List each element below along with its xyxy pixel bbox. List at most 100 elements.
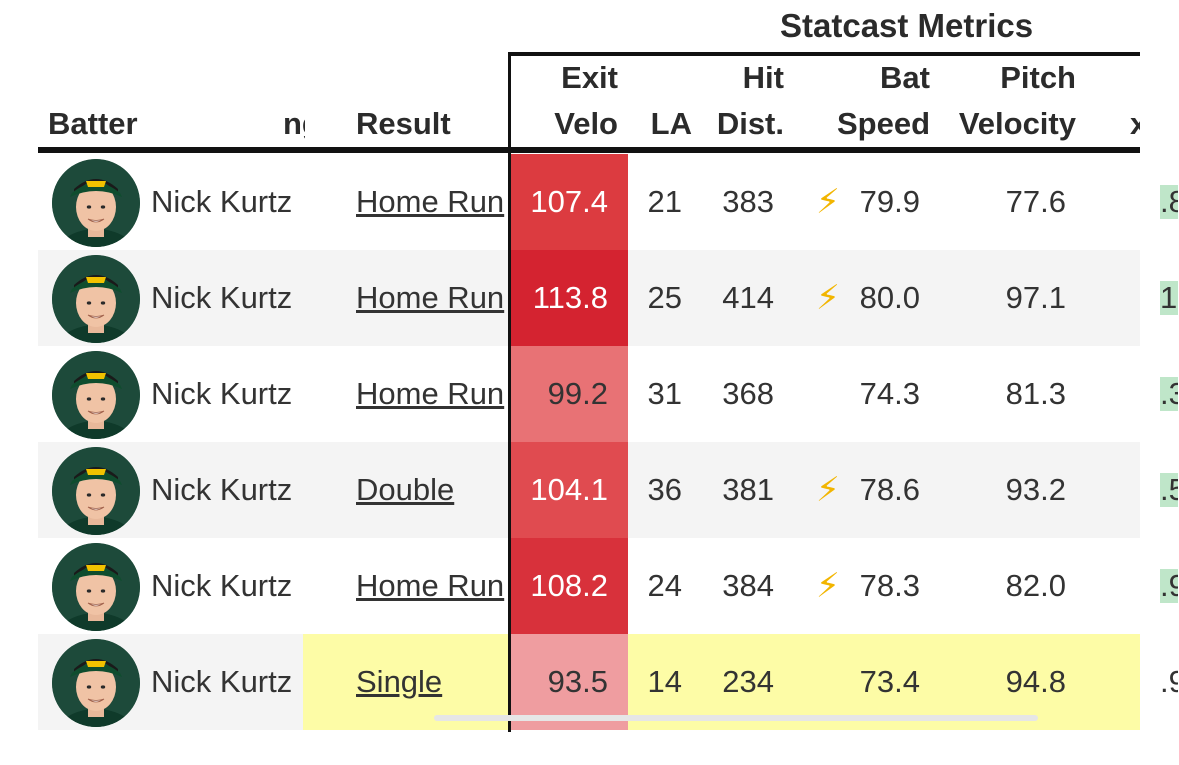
partial-x-value: .9 bbox=[1160, 569, 1178, 603]
bat-speed-value: 73.4 bbox=[859, 664, 920, 699]
launch-angle-value: 31 bbox=[647, 376, 682, 411]
header-result: Result bbox=[356, 106, 451, 141]
header-hit-dist-line2: Dist. bbox=[716, 106, 784, 141]
header-bat-speed-line2: Speed bbox=[836, 106, 930, 141]
result-text[interactable]: Double bbox=[356, 472, 455, 507]
exit-velo-cell bbox=[510, 442, 628, 538]
player-headshot-icon bbox=[52, 159, 140, 247]
result-link[interactable]: Single bbox=[356, 634, 442, 730]
player-avatar bbox=[52, 639, 140, 727]
player-headshot-icon bbox=[52, 351, 140, 439]
header-exit-velo-line1: Exit bbox=[561, 60, 618, 95]
statcast-metrics-header: Statcast Metrics bbox=[780, 7, 1034, 44]
header-pitch-velocity-line1: Pitch bbox=[1000, 60, 1076, 95]
row-highlight bbox=[303, 634, 1140, 730]
table-row[interactable]: Nick Kurtz Home Run 113.8 25 414 ⚡ 80.0 … bbox=[38, 250, 1178, 346]
table-row[interactable]: Nick Kurtz Home Run 107.4 21 383 ⚡ 79.9 … bbox=[38, 154, 1178, 250]
batter-name: Nick Kurtz bbox=[151, 472, 293, 507]
launch-angle-value: 36 bbox=[647, 472, 682, 507]
player-avatar bbox=[52, 255, 140, 343]
player-headshot-icon bbox=[52, 447, 140, 535]
hit-distance-value: 384 bbox=[722, 568, 774, 603]
header-exit-velo-line2: Velo bbox=[554, 106, 618, 141]
hit-distance-value: 234 bbox=[722, 664, 774, 699]
bat-speed-bolt-icon: ⚡ bbox=[816, 471, 840, 509]
exit-velo-cell bbox=[510, 250, 628, 346]
pitch-velocity-value: 94.8 bbox=[1005, 664, 1066, 699]
bat-speed-value: 74.3 bbox=[859, 376, 920, 411]
pitch-velocity-value: 77.6 bbox=[1005, 184, 1066, 219]
player-avatar bbox=[52, 447, 140, 535]
player-avatar bbox=[52, 543, 140, 631]
bat-speed-value: 78.6 bbox=[859, 472, 920, 507]
result-link[interactable]: Home Run bbox=[356, 346, 504, 442]
horizontal-scrollbar[interactable] bbox=[434, 715, 1038, 721]
header-hit-dist-line1: Hit bbox=[742, 60, 784, 95]
exit-velo-cell bbox=[510, 154, 628, 250]
partial-x-value: .9 bbox=[1160, 665, 1178, 699]
table-row[interactable]: Nick Kurtz Home Run 99.2 31 368 ⚡ 74.3 8… bbox=[38, 346, 1178, 442]
batter-name: Nick Kurtz bbox=[151, 664, 293, 699]
bat-speed-value: 80.0 bbox=[859, 280, 920, 315]
statcast-left-border bbox=[508, 52, 511, 732]
result-link[interactable]: Home Run bbox=[356, 538, 504, 634]
exit-velo-value: 113.8 bbox=[532, 280, 608, 315]
exit-velo-value: 104.1 bbox=[530, 472, 608, 507]
hit-distance-value: 381 bbox=[722, 472, 774, 507]
pitch-velocity-value: 82.0 bbox=[1005, 568, 1066, 603]
launch-angle-value: 14 bbox=[647, 664, 682, 699]
header-batter: Batter bbox=[48, 106, 138, 141]
hit-distance-value: 368 bbox=[722, 376, 774, 411]
hit-distance-value: 414 bbox=[722, 280, 774, 315]
result-link[interactable]: Double bbox=[356, 442, 454, 538]
result-text[interactable]: Home Run bbox=[356, 376, 505, 411]
batter-name: Nick Kurtz bbox=[151, 184, 293, 219]
bat-speed-bolt-icon: ⚡ bbox=[816, 183, 840, 221]
partial-x-value: .8 bbox=[1160, 185, 1178, 219]
table-row[interactable]: Nick Kurtz Single 93.5 14 234 ⚡ 73.4 94.… bbox=[38, 634, 1178, 730]
player-headshot-icon bbox=[52, 543, 140, 631]
header-la: LA bbox=[650, 106, 692, 141]
player-avatar bbox=[52, 159, 140, 247]
bat-speed-value: 79.9 bbox=[859, 184, 920, 219]
result-text[interactable]: Single bbox=[356, 664, 443, 699]
result-link[interactable]: Home Run bbox=[356, 154, 504, 250]
partial-x-value: .3 bbox=[1160, 377, 1178, 411]
pitch-velocity-value: 81.3 bbox=[1005, 376, 1066, 411]
result-text[interactable]: Home Run bbox=[356, 568, 505, 603]
exit-velo-value: 107.4 bbox=[530, 184, 608, 219]
pitch-velocity-value: 97.1 bbox=[1005, 280, 1066, 315]
bat-speed-bolt-icon: ⚡ bbox=[816, 567, 840, 605]
partial-x-value: 1.0 bbox=[1160, 281, 1178, 315]
result-text[interactable]: Home Run bbox=[356, 184, 505, 219]
header-pitch-velocity-line2: Velocity bbox=[958, 106, 1076, 141]
header-bottom-border bbox=[38, 147, 1140, 153]
batter-name: Nick Kurtz bbox=[151, 280, 293, 315]
batter-name: Nick Kurtz bbox=[151, 568, 293, 603]
exit-velo-cell bbox=[510, 538, 628, 634]
exit-velo-value: 99.2 bbox=[547, 376, 608, 411]
launch-angle-value: 24 bbox=[647, 568, 682, 603]
bat-speed-value: 78.3 bbox=[859, 568, 920, 603]
player-headshot-icon bbox=[52, 639, 140, 727]
launch-angle-value: 21 bbox=[647, 184, 682, 219]
player-avatar bbox=[52, 351, 140, 439]
table-row[interactable]: Nick Kurtz Home Run 108.2 24 384 ⚡ 78.3 … bbox=[38, 538, 1178, 634]
result-text[interactable]: Home Run bbox=[356, 280, 505, 315]
pitch-velocity-value: 93.2 bbox=[1005, 472, 1066, 507]
bat-speed-bolt-icon: ⚡ bbox=[816, 279, 840, 317]
result-link[interactable]: Home Run bbox=[356, 250, 504, 346]
player-headshot-icon bbox=[52, 255, 140, 343]
statcast-top-border bbox=[509, 52, 1140, 56]
batter-name: Nick Kurtz bbox=[151, 376, 293, 411]
launch-angle-value: 25 bbox=[647, 280, 682, 315]
partial-x-value: .5 bbox=[1160, 473, 1178, 507]
exit-velo-value: 93.5 bbox=[547, 664, 608, 699]
exit-velo-cell bbox=[510, 346, 628, 442]
exit-velo-cell bbox=[510, 634, 628, 730]
table-row[interactable]: Nick Kurtz Double 104.1 36 381 ⚡ 78.6 93… bbox=[38, 442, 1178, 538]
header-partial-x: x bbox=[1130, 106, 1140, 141]
header-bat-speed-line1: Bat bbox=[880, 60, 930, 95]
hit-distance-value: 383 bbox=[722, 184, 774, 219]
header-partial-column: ng bbox=[283, 106, 305, 141]
